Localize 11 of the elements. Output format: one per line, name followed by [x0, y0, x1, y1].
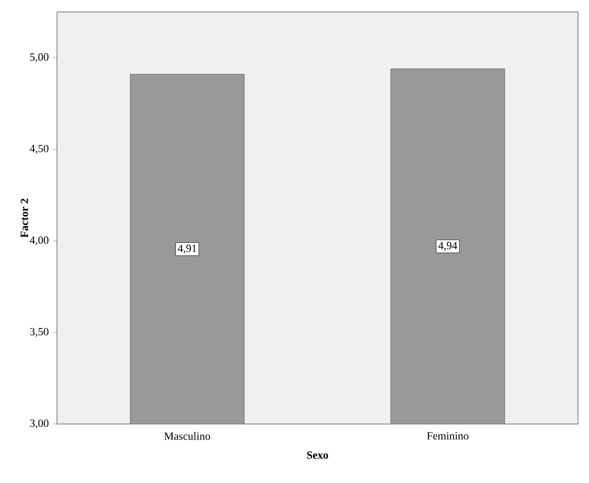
y-tick-label: 4,00 [30, 236, 48, 246]
x-axis-title: Sexo [307, 451, 328, 459]
data-label: 4,91 [178, 244, 196, 254]
data-label: 4,94 [438, 242, 458, 251]
y-tick-label: 4,50 [30, 144, 48, 154]
y-tick-label: 3,50 [30, 328, 48, 337]
x-tick-label: Masculino [164, 432, 210, 440]
x-tick-label: Feminino [426, 432, 468, 440]
y-tick-label: 5,00 [30, 53, 48, 62]
y-axis-title: Factor 2 [20, 198, 28, 238]
y-tick-label: 3,00 [30, 420, 48, 429]
